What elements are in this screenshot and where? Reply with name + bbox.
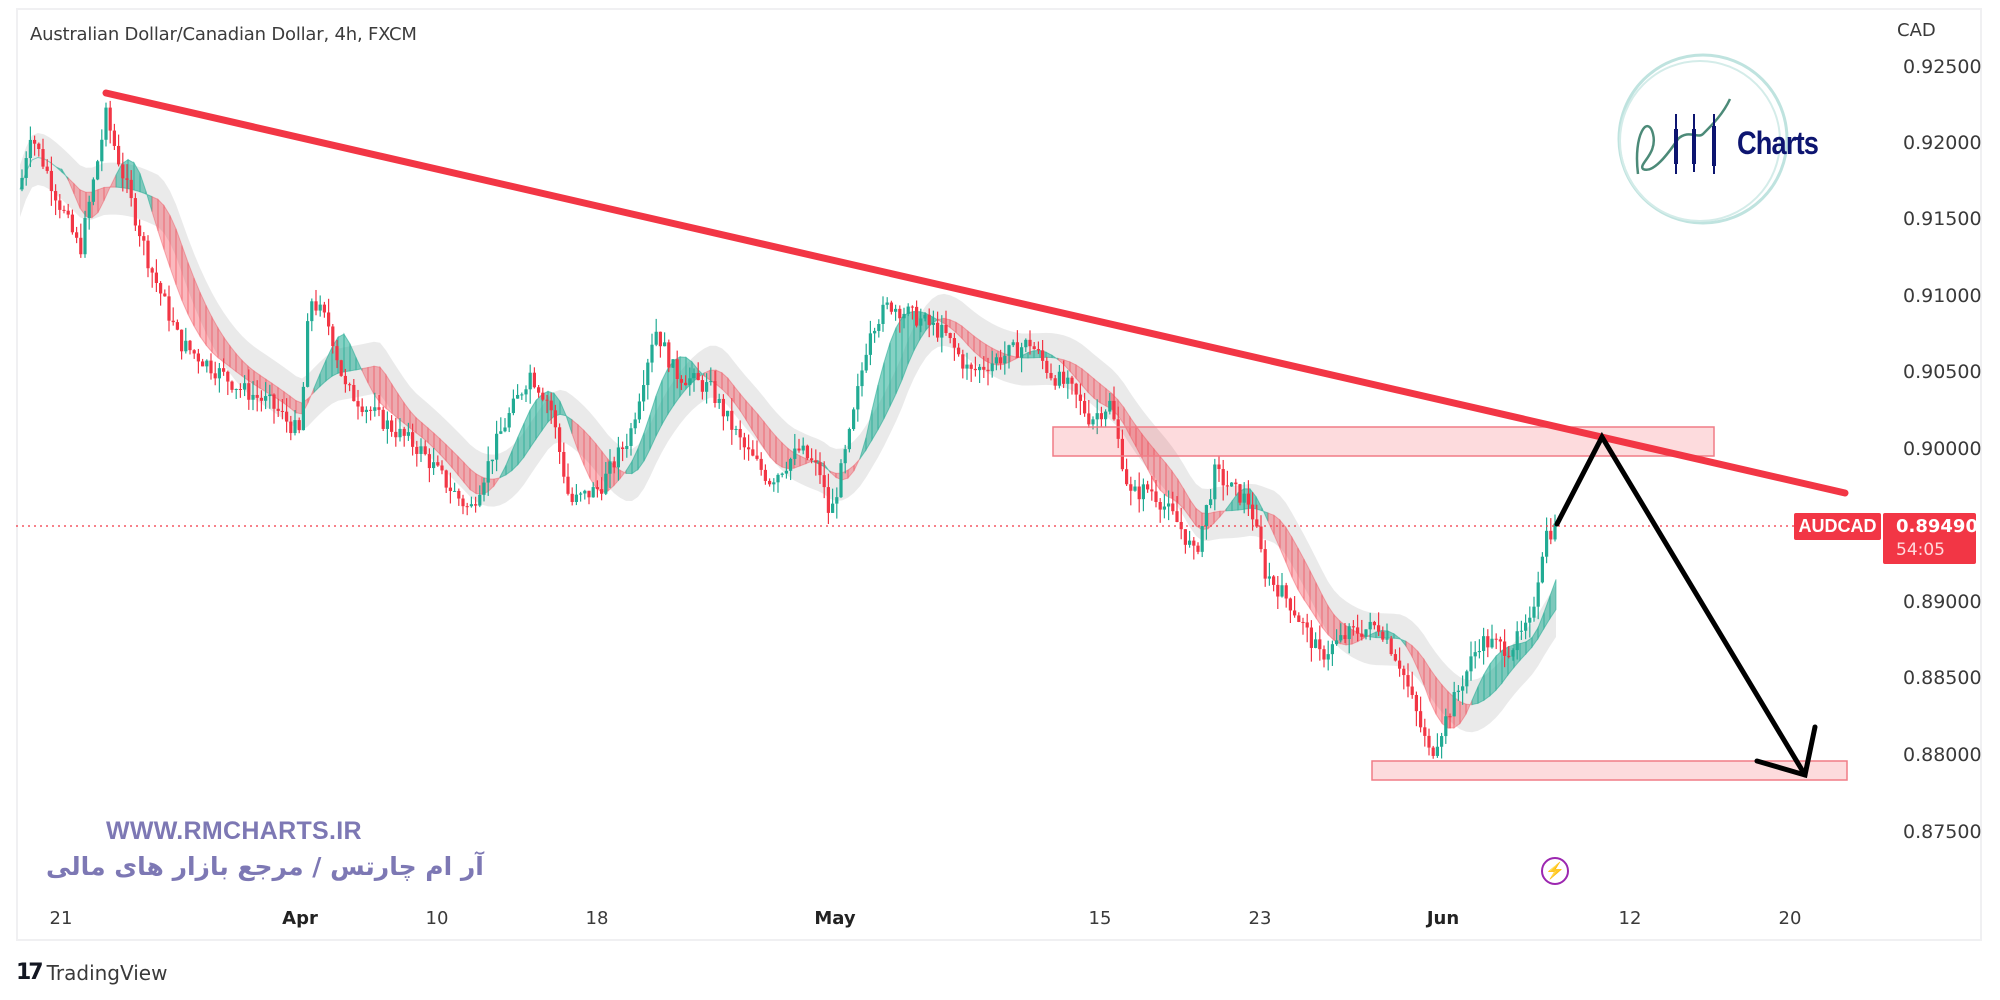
top-strip — [0, 0, 2000, 8]
price-tick-label: 0.88500 — [1903, 667, 1982, 689]
time-tick-label: 23 — [1248, 908, 1272, 929]
time-tick-label: Apr — [282, 908, 318, 929]
price-tick-label: 0.91000 — [1903, 285, 1982, 307]
currency-label: CAD — [1897, 20, 1936, 41]
projection-arrow[interactable] — [1554, 431, 1818, 779]
logo-text: Charts — [1737, 125, 1819, 161]
price-tick-label: 0.88000 — [1903, 744, 1982, 766]
tradingview-name: TradingView — [46, 960, 168, 985]
zones[interactable] — [1052, 426, 1848, 781]
time-tick-label: 20 — [1778, 908, 1802, 929]
tradingview-logo-icon: 17 — [16, 960, 44, 985]
watermark-url: WWW.RMCHARTS.IR — [106, 817, 362, 845]
tradingview-brand[interactable]: 17 TradingView — [16, 960, 167, 985]
time-tick-label: May — [814, 908, 856, 929]
time-tick-label: 21 — [49, 908, 73, 929]
time-tick-label: 15 — [1088, 908, 1112, 929]
chart-title: Australian Dollar/Canadian Dollar, 4h, F… — [30, 24, 417, 45]
bar-countdown: 54:05 — [1896, 540, 1945, 560]
support-zone[interactable] — [1371, 760, 1848, 781]
price-tick-label: 0.92500 — [1903, 56, 1982, 78]
time-tick-label: 12 — [1618, 908, 1642, 929]
price-tick-label: 0.91500 — [1903, 208, 1982, 230]
chart-frame — [16, 8, 1982, 941]
bolt-icon[interactable]: ⚡ — [1541, 857, 1569, 885]
candlesticks — [20, 100, 1557, 759]
last-price-badge: 0.89490 54:05 — [1883, 513, 1978, 564]
price-tick-label: 0.89000 — [1903, 591, 1982, 613]
time-tick-label: 10 — [425, 908, 449, 929]
price-tick-label: 0.90000 — [1903, 438, 1982, 460]
price-tick-label: 0.87500 — [1903, 821, 1982, 843]
time-tick-label: 18 — [585, 908, 609, 929]
trendline[interactable] — [102, 89, 1849, 497]
price-axis[interactable]: 0.92500 0.92000 0.91500 0.91000 0.90500 0.900… — [1880, 8, 1982, 941]
last-price-value: 0.89490 — [1896, 516, 1978, 537]
price-tick-label: 0.90500 — [1903, 361, 1982, 383]
time-tick-label: Jun — [1426, 908, 1460, 929]
watermark-persian: آر ام چارتس / مرجع بازار های مالی — [46, 852, 484, 881]
symbol-badge: AUDCAD — [1794, 513, 1881, 540]
price-tick-label: 0.92000 — [1903, 132, 1982, 154]
rmcharts-logo-icon — [1617, 53, 1789, 225]
